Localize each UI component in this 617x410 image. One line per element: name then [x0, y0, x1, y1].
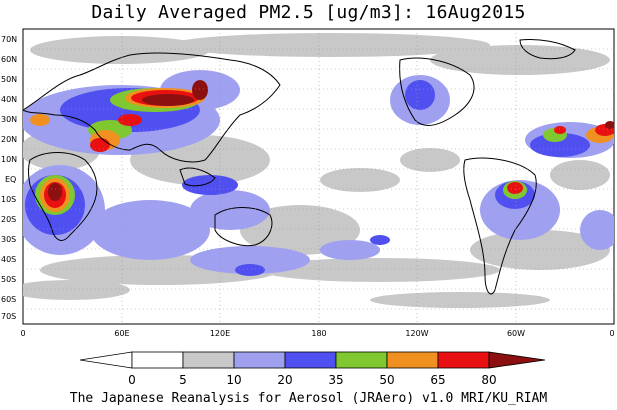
lat-label: 20N	[1, 135, 17, 144]
colorbar-tick: 0	[128, 373, 136, 387]
lon-label: 120W	[405, 329, 428, 338]
colorbar-tick: 20	[277, 373, 292, 387]
lat-label: 70N	[1, 35, 17, 44]
colorbar-segment	[386, 351, 439, 369]
colorbar-arrow-low	[79, 351, 133, 369]
colorbar-tick: 65	[430, 373, 445, 387]
lat-label: 10S	[1, 195, 16, 204]
lat-label: 50N	[1, 75, 17, 84]
lat-label: 40N	[1, 95, 17, 104]
lat-label: 20S	[1, 215, 16, 224]
colorbar-arrow-high	[488, 351, 546, 369]
lat-label: 10N	[1, 155, 17, 164]
colorbar-tick: 80	[481, 373, 496, 387]
lon-label: 60E	[114, 329, 129, 338]
lat-label: 40S	[1, 255, 16, 264]
lat-label: 30N	[1, 115, 17, 124]
lat-labels: 70N 60N 50N 40N 30N 20N 10N EQ 10S 20S 3…	[1, 35, 17, 321]
concentration-field	[23, 33, 614, 308]
lat-label: 60S	[1, 295, 16, 304]
lon-label: 180	[311, 329, 326, 338]
colorbar-tick: 50	[379, 373, 394, 387]
colorbar-tick: 5	[179, 373, 187, 387]
colorbar-ticks: 0 5 10 20 35 50 65 80	[128, 373, 496, 387]
colorbar	[79, 351, 546, 369]
dark-red-band	[48, 80, 614, 201]
lon-label: 120E	[210, 329, 230, 338]
colorbar-tick: 35	[328, 373, 343, 387]
lon-label: 60W	[507, 329, 525, 338]
colorbar-segment	[284, 351, 337, 369]
colorbar-segment	[233, 351, 286, 369]
colorbar-tick: 10	[226, 373, 241, 387]
lon-labels: 0 60E 120E 180 120W 60W 0	[20, 329, 614, 338]
lat-label: 30S	[1, 235, 16, 244]
colorbar-segment	[335, 351, 388, 369]
footer-credit: The Japanese Reanalysis for Aerosol (JRA…	[69, 391, 548, 406]
lon-label: 0	[20, 329, 25, 338]
colorbar-segment	[131, 351, 184, 369]
lat-label: EQ	[5, 175, 16, 184]
lon-label: 0	[609, 329, 614, 338]
colorbar-segment	[437, 351, 490, 369]
lat-label: 50S	[1, 275, 16, 284]
colorbar-segment	[182, 351, 235, 369]
lat-label: 60N	[1, 55, 17, 64]
coastlines	[23, 39, 576, 295]
map-title: Daily Averaged PM2.5 [ug/m3]: 16Aug2015	[91, 2, 526, 23]
lat-gridlines	[23, 48, 614, 310]
lat-label: 70S	[1, 312, 16, 321]
